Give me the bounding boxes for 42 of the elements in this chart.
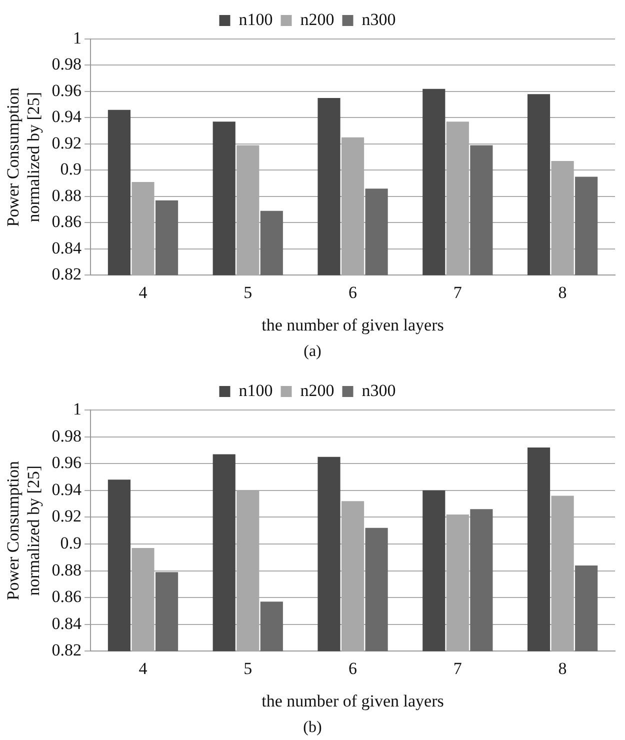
x-axis-title: the number of given layers bbox=[262, 315, 444, 334]
legend-label: n100 bbox=[238, 380, 273, 400]
y-tick-label: 0.96 bbox=[52, 453, 82, 472]
legend-label: n300 bbox=[362, 10, 396, 29]
y-tick-label: 0.94 bbox=[52, 107, 82, 126]
legend-label: n300 bbox=[362, 380, 396, 400]
y-tick-label: 0.96 bbox=[52, 80, 82, 100]
x-axis-title: the number of given layers bbox=[262, 691, 444, 710]
x-tick-label: 4 bbox=[138, 282, 148, 302]
y-tick-label: 0.84 bbox=[52, 614, 82, 633]
y-tick-label: 0.82 bbox=[52, 264, 82, 284]
text: (a) bbox=[302, 342, 322, 362]
y-tick-label: 0.88 bbox=[52, 560, 82, 580]
y-tick-label: 0.98 bbox=[52, 426, 82, 446]
x-tick-label: 4 bbox=[138, 658, 148, 678]
legend-label: n100 bbox=[238, 10, 273, 29]
x-tick-label: 6 bbox=[348, 658, 358, 678]
x-tick-label: 8 bbox=[558, 282, 567, 302]
y-tick-label: 0.86 bbox=[52, 587, 82, 606]
y-axis-title: Power Consumption normalized by [25] bbox=[4, 460, 44, 600]
y-tick-label: 0.92 bbox=[52, 133, 82, 152]
x-tick-label: 8 bbox=[558, 658, 567, 678]
x-tick-label: 7 bbox=[453, 282, 462, 302]
y-tick-label: 0.88 bbox=[52, 186, 82, 205]
y-tick-label: 0.92 bbox=[52, 506, 82, 526]
y-tick-label: 0.9 bbox=[60, 533, 82, 552]
x-tick-label: 7 bbox=[453, 658, 462, 678]
x-tick-label: 5 bbox=[244, 282, 252, 302]
y-tick-label: 0.9 bbox=[60, 160, 82, 179]
y-tick-label: 1 bbox=[73, 28, 82, 48]
y-tick-label: 0.86 bbox=[52, 212, 82, 232]
y-tick-label: 1 bbox=[73, 399, 82, 418]
y-axis-title: Power Consumption normalized by [25] bbox=[4, 86, 44, 227]
legend-label: n200 bbox=[300, 10, 334, 29]
x-tick-label: 5 bbox=[244, 658, 252, 678]
y-tick-label: 0.84 bbox=[52, 238, 82, 258]
x-tick-label: 6 bbox=[348, 282, 358, 302]
legend-label: n200 bbox=[300, 380, 334, 400]
y-tick-label: 0.94 bbox=[52, 480, 82, 499]
y-tick-label: 0.98 bbox=[52, 54, 82, 74]
text: (b) bbox=[302, 718, 323, 738]
y-tick-label: 0.82 bbox=[52, 640, 82, 660]
